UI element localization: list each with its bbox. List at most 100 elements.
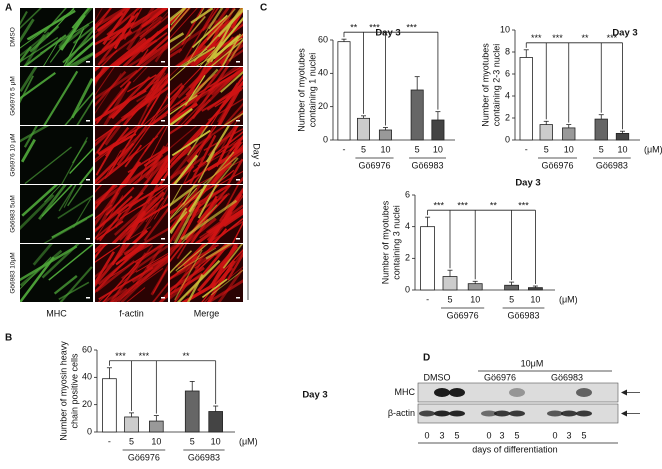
fiber [135,8,165,45]
fiber [174,249,203,301]
fiber [224,187,243,219]
fiber [154,195,168,220]
fiber [223,185,239,211]
fiber [122,112,135,125]
column-label: Merge [194,308,220,318]
fiber [210,39,243,66]
bar [615,132,630,141]
fiber [20,8,43,30]
fiber [186,134,213,163]
fiber [127,185,168,208]
fiber [206,30,226,52]
fiber [217,268,243,302]
fiber [228,8,242,26]
fiber [170,266,205,292]
fiber [124,226,152,242]
fiber [108,37,147,66]
fiber [120,167,136,184]
significance: *** [369,23,380,33]
band [509,410,525,417]
fiber [110,252,147,302]
bar [124,416,139,433]
fiber [119,244,153,263]
fiber [170,32,185,43]
fiber [20,126,50,143]
fiber [206,279,243,302]
unit-label: (μM) [644,144,662,154]
fiber [23,126,38,148]
fiber [208,214,233,243]
scale-bar [161,61,165,63]
x-tick-label: 5 [544,144,549,154]
treatment-label: 10μM [521,358,544,368]
bar [410,89,424,141]
fiber [205,248,243,291]
fiber [170,67,186,81]
fiber [205,244,233,260]
x-tick-label: 10 [530,294,540,304]
x-tick-label: - [108,436,111,446]
fiber [148,110,168,125]
fiber [95,8,130,40]
fiber [170,8,187,26]
fiber [78,166,93,184]
y-axis-label: containing 1 nuclei [307,53,317,128]
fiber [170,126,184,135]
fiber [195,8,205,22]
fiber [110,258,168,302]
x-tick-label: 10 [564,144,574,154]
fiber [203,33,243,66]
panel-label: B [5,333,12,344]
bar [562,127,576,141]
fiber [170,188,203,221]
fiber [76,98,93,125]
fiber [170,244,185,263]
fiber [139,14,168,40]
y-tick-label: 4 [505,90,510,100]
fiber [192,131,243,173]
fiber [213,43,243,66]
lane-label: 5 [454,430,459,440]
blot-row-label: MHC [395,387,416,397]
fiber [123,8,138,34]
fiber [185,27,209,66]
x-tick-label: 10 [211,436,221,446]
fiber [170,19,218,54]
fiber [104,126,122,146]
fiber [197,151,216,183]
fiber [170,185,199,207]
y-axis-label: containing 3 nuclei [391,205,401,280]
scale-bar [86,61,90,63]
fiber [46,8,75,38]
x-tick-label: 5 [190,436,195,446]
fiber [60,14,86,51]
scale-bar [161,297,165,299]
fiber [135,252,168,273]
fiber [158,291,168,302]
fiber [201,278,228,299]
fiber [138,34,168,64]
significance: *** [115,351,126,361]
scale-bar [161,238,165,240]
band [434,388,450,397]
fiber [143,207,168,242]
lane-label: 0 [552,430,557,440]
fiber [217,88,239,125]
lane-label: 3 [499,430,504,440]
fiber [112,37,151,66]
y-axis-label: Number of myosin heavy [58,341,68,441]
fiber [95,87,124,125]
lane-label: 5 [514,430,519,440]
x-axis-label: days of differentiation [472,444,557,454]
y-tick-label: 0 [405,284,410,294]
band [449,410,465,417]
fiber [57,194,93,220]
fiber [73,198,92,228]
fiber [41,185,73,217]
fiber [71,140,88,164]
fiber [176,259,221,302]
x-tick-label: - [426,294,429,304]
fiber [95,185,103,193]
group-label: Gö6976 [541,160,573,170]
fiber [102,8,131,46]
